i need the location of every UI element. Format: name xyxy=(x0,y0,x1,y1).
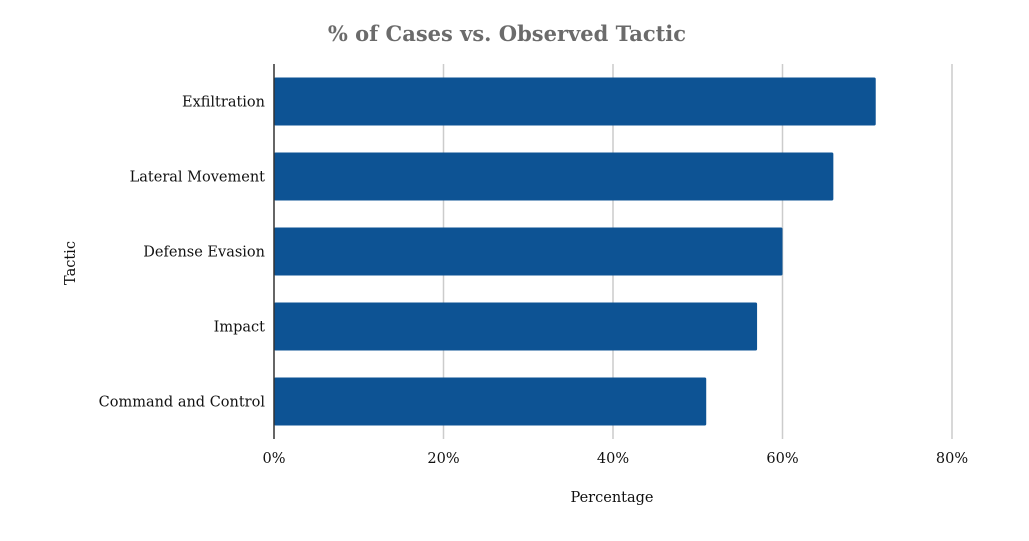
x-tick-label: 40% xyxy=(597,451,629,467)
bar xyxy=(274,77,876,126)
x-tick-label: 60% xyxy=(766,451,798,467)
x-axis-title: Percentage xyxy=(571,490,654,506)
category-label: Command and Control xyxy=(99,395,266,411)
x-tick-labels: 0% 20% 40% 60% 80% xyxy=(262,451,968,467)
bar xyxy=(274,377,707,426)
category-label: Defense Evasion xyxy=(143,245,265,261)
bar xyxy=(274,152,834,201)
category-labels: Exfiltration Lateral Movement Defense Evas… xyxy=(99,95,266,411)
bars xyxy=(274,77,876,426)
x-tick-label: 80% xyxy=(936,451,968,467)
category-label: Lateral Movement xyxy=(130,170,266,186)
y-axis-title: Tactic xyxy=(63,241,79,285)
chart-title: % of Cases vs. Observed Tactic xyxy=(328,21,686,46)
x-tick-label: 20% xyxy=(427,451,459,467)
category-label: Exfiltration xyxy=(182,95,265,111)
x-tick-label: 0% xyxy=(262,451,285,467)
bar xyxy=(274,227,783,276)
category-label: Impact xyxy=(214,320,266,336)
bar xyxy=(274,302,758,351)
